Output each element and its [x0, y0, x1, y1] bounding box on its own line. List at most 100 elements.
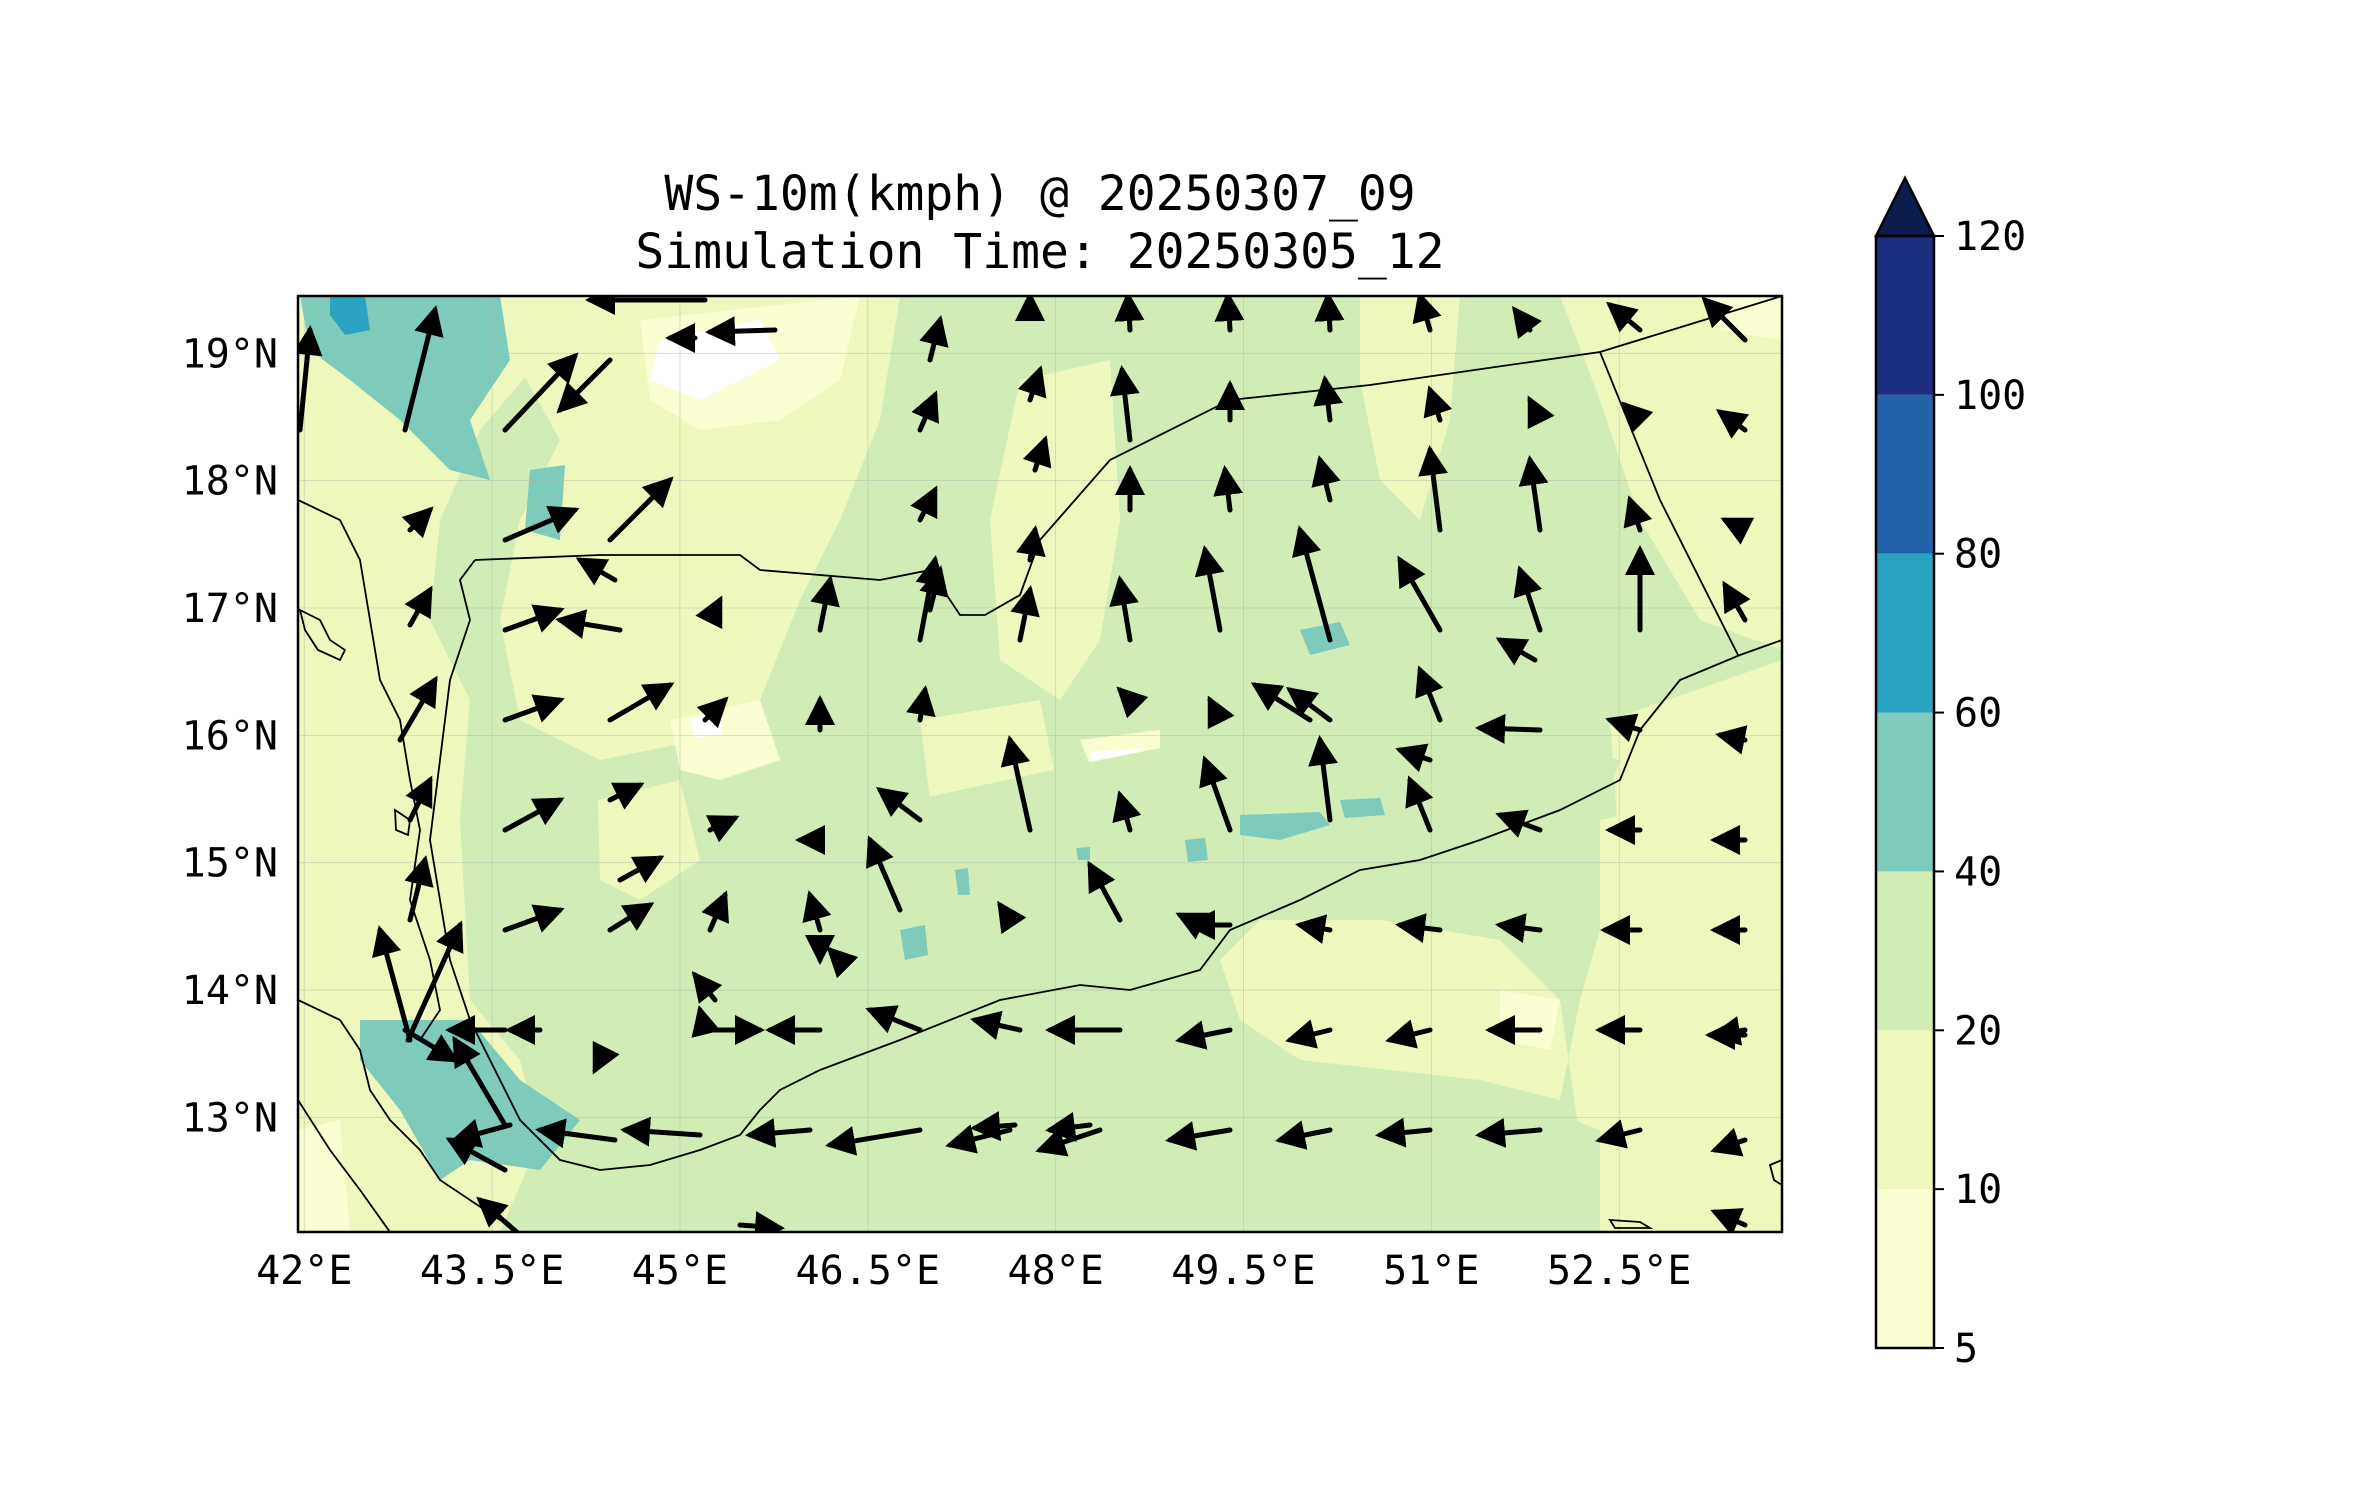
colorbar-tick-label: 40	[1954, 849, 2002, 895]
wind-arrow	[502, 506, 580, 543]
colorbar-tick-label: 5	[1954, 1326, 1978, 1372]
wind-arrow	[915, 555, 946, 643]
wind-arrow	[502, 694, 565, 723]
wind-arrow	[876, 787, 923, 823]
map-panel	[296, 294, 1784, 1234]
map-frame	[296, 294, 1784, 1234]
red-sea-western-coastline	[298, 499, 441, 1041]
colorbar-tick-label: 100	[1954, 373, 2026, 419]
wind-arrow	[826, 946, 859, 979]
wind-arrow	[502, 604, 565, 633]
wind-arrow	[607, 476, 674, 543]
colorbar-tick-label: 10	[1954, 1167, 2002, 1213]
wind-arrow	[1292, 525, 1333, 643]
wind-arrow	[1710, 1127, 1748, 1157]
colorbar-segment	[1876, 871, 1934, 1031]
lon-tick-label: 49.5°E	[1171, 1248, 1316, 1294]
wind-arrow	[1423, 385, 1453, 423]
wind-arrow	[535, 1118, 618, 1149]
wind-arrow	[695, 595, 723, 630]
wind-arrow	[691, 1005, 721, 1038]
wind-arrow	[397, 675, 438, 743]
wind-arrow	[1385, 1019, 1433, 1049]
colorbar: 5 10 20 40 60 80 100 120	[1873, 175, 2026, 1372]
wind-arrow	[1311, 455, 1341, 503]
wind-arrow	[1395, 743, 1433, 773]
wind-arrow	[556, 357, 613, 414]
wind-arrow	[802, 890, 832, 933]
lat-tick-label: 14°N	[182, 968, 278, 1014]
wind-arrow	[298, 325, 323, 433]
wind-arrow	[1715, 725, 1748, 755]
wind-arrow	[1194, 545, 1225, 633]
wind-arrow	[1295, 914, 1333, 944]
wind-arrow	[1513, 565, 1543, 633]
wind-speed-fill-60-80	[330, 296, 370, 335]
wind-arrow	[555, 609, 623, 639]
wind-arrow	[620, 1116, 703, 1147]
wind-arrow	[705, 316, 778, 347]
wind-arrow	[1207, 695, 1235, 730]
lon-tick-label: 45°E	[632, 1248, 728, 1294]
wind-arrow	[705, 815, 740, 843]
wind-arrow	[450, 1118, 513, 1148]
wind-arrow	[607, 682, 675, 723]
wind-arrow	[1495, 913, 1543, 943]
wind-arrow	[810, 575, 840, 633]
colorbar-segment	[1876, 1189, 1934, 1348]
wind-arrow	[1605, 713, 1643, 743]
colorbar-extend-max-arrow	[1873, 175, 1937, 238]
wind-arrow	[1518, 455, 1549, 533]
wind-arrow	[1087, 860, 1123, 923]
wind-arrow	[1720, 517, 1755, 545]
wind-arrow	[1285, 1019, 1333, 1049]
djibouti-coast	[298, 1099, 391, 1232]
wind-arrow	[502, 797, 565, 833]
lon-tick-label: 48°E	[1007, 1248, 1103, 1294]
wind-arrow	[592, 1040, 620, 1075]
colorbar-tick-label: 60	[1954, 691, 2002, 737]
island-3	[1608, 1218, 1654, 1229]
wind-arrow	[970, 1010, 1023, 1041]
wind-vector-arrows	[298, 296, 1755, 1232]
lat-tick-label: 15°N	[182, 841, 278, 887]
plot-title-line2: Simulation Time: 20250305_12	[635, 224, 1444, 280]
wind-arrow	[1010, 585, 1040, 643]
lat-tick-label: 13°N	[182, 1095, 278, 1141]
wind-arrow	[1213, 465, 1243, 513]
wind-arrow	[1000, 735, 1033, 833]
wind-arrow	[607, 902, 655, 933]
wind-arrow	[452, 1035, 508, 1128]
colorbar-frame	[1874, 234, 1936, 1350]
wind-arrow	[1022, 435, 1052, 473]
wind-arrow	[1475, 713, 1543, 744]
wind-arrow	[866, 835, 903, 913]
lon-tick-label: 52.5°E	[1547, 1248, 1692, 1294]
wind-arrow	[1475, 1117, 1543, 1148]
wind-arrow	[1722, 580, 1751, 623]
wind-arrow	[1275, 1120, 1333, 1150]
colorbar-segment	[1876, 712, 1934, 872]
wind-arrow	[1495, 809, 1543, 838]
wind-arrow	[701, 890, 729, 933]
wind-arrow	[1710, 1208, 1748, 1232]
wind-arrow	[1715, 409, 1750, 439]
wind-arrow	[919, 315, 949, 363]
wind-arrow	[1621, 401, 1654, 434]
wind-arrow	[1405, 775, 1434, 833]
wind-arrow	[691, 971, 723, 1004]
wind-arrow	[745, 1117, 813, 1148]
island-1	[298, 608, 347, 662]
latitude-tick-labels: 19°N 18°N 17°N 16°N 15°N 14°N 13°N	[182, 331, 278, 1141]
wind-arrow	[1114, 296, 1145, 333]
longitude-tick-labels: 42°E 43.5°E 45°E 46.5°E 48°E 49.5°E 51°E 52.5°E	[256, 1248, 1691, 1294]
lat-tick-label: 16°N	[182, 713, 278, 759]
wind-arrow	[1623, 495, 1653, 533]
wind-arrow	[1045, 1112, 1093, 1142]
wind-arrow	[1175, 912, 1210, 940]
wind-arrow	[405, 920, 464, 1043]
wind-arrow	[502, 352, 579, 433]
lat-tick-label: 18°N	[182, 459, 278, 505]
wind-arrow	[575, 557, 618, 586]
wind-arrow	[445, 1137, 508, 1173]
